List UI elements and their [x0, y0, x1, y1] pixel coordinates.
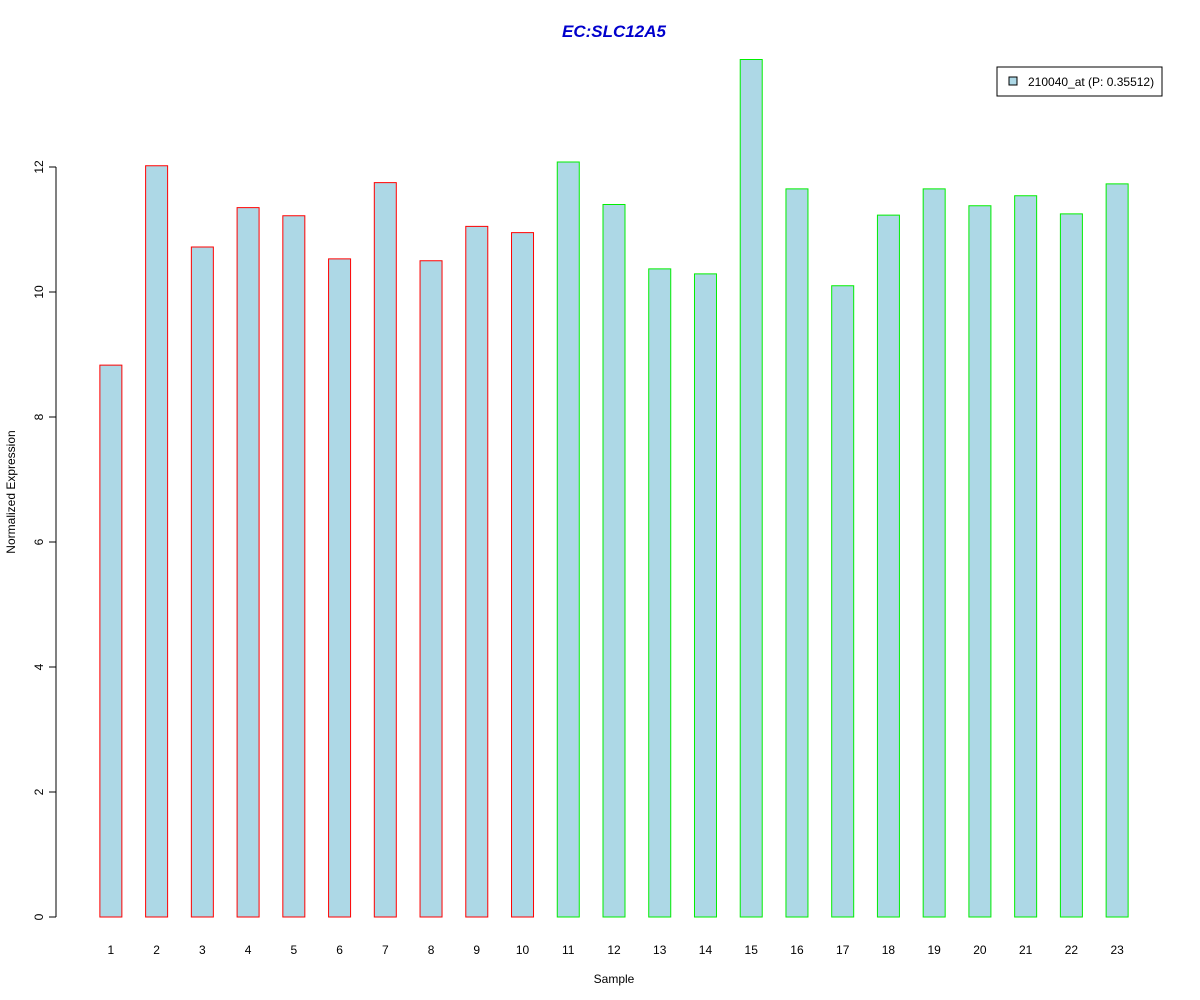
y-axis-label: Normalized Expression — [4, 430, 18, 553]
x-tick-label: 16 — [790, 943, 804, 957]
bar-sample-15 — [739, 59, 763, 918]
bar-sample-11 — [556, 161, 580, 918]
x-tick-label: 17 — [836, 943, 850, 957]
x-tick-label: 9 — [473, 943, 480, 957]
legend: 210040_at (P: 0.35512) — [996, 66, 1163, 97]
bar-sample-12 — [602, 204, 626, 918]
x-tick-label: 11 — [562, 943, 575, 957]
x-tick-label: 14 — [699, 943, 713, 957]
y-tick-label: 8 — [32, 413, 46, 420]
x-tick-label: 4 — [245, 943, 252, 957]
x-tick-label: 15 — [745, 943, 759, 957]
bar-sample-14 — [693, 273, 717, 918]
bar-sample-4 — [236, 207, 260, 918]
x-tick-label: 19 — [927, 943, 941, 957]
x-tick-label: 10 — [516, 943, 530, 957]
legend-box — [996, 66, 1163, 97]
x-tick-label: 12 — [607, 943, 621, 957]
y-tick-label: 4 — [32, 663, 46, 670]
x-tick-label: 23 — [1110, 943, 1124, 957]
bar-sample-9 — [465, 225, 489, 918]
y-axis: 0 2 4 6 8 10 12 — [32, 160, 57, 920]
bar-sample-20 — [968, 205, 992, 918]
x-tick-label: 13 — [653, 943, 667, 957]
x-tick-label: 6 — [336, 943, 343, 957]
bar-sample-21 — [1014, 195, 1038, 918]
legend-entry-label: 210040_at (P: 0.35512) — [1028, 75, 1154, 89]
x-tick-label: 1 — [108, 943, 115, 957]
bar-sample-7 — [373, 182, 397, 918]
y-tick-label: 6 — [32, 538, 46, 545]
x-axis-tick-labels: 1 2 3 4 5 6 7 8 9 10 11 12 13 14 15 16 17 18 19 20 21 22 23 — [108, 943, 1125, 957]
y-tick-label: 10 — [32, 285, 46, 299]
bar-sample-18 — [876, 214, 900, 918]
x-tick-label: 20 — [973, 943, 987, 957]
bar-sample-3 — [190, 246, 214, 918]
bar-sample-2 — [145, 165, 169, 918]
bar-sample-19 — [922, 188, 946, 918]
bar-sample-23 — [1105, 183, 1129, 918]
bar-sample-1 — [99, 364, 123, 918]
bar-sample-13 — [648, 268, 672, 918]
x-tick-label: 5 — [290, 943, 297, 957]
bar-sample-6 — [328, 258, 352, 918]
chart-title: EC:SLC12A5 — [562, 22, 666, 41]
x-tick-label: 18 — [882, 943, 896, 957]
x-tick-label: 3 — [199, 943, 206, 957]
bar-sample-16 — [785, 188, 809, 918]
x-tick-label: 7 — [382, 943, 389, 957]
y-tick-label: 0 — [32, 913, 46, 920]
y-tick-label: 2 — [32, 788, 46, 795]
bar-sample-10 — [511, 232, 535, 918]
x-tick-label: 21 — [1019, 943, 1033, 957]
bar-sample-5 — [282, 215, 306, 918]
bar-sample-8 — [419, 260, 443, 918]
x-tick-label: 22 — [1065, 943, 1079, 957]
x-axis-label: Sample — [594, 972, 635, 986]
x-tick-label: 8 — [428, 943, 435, 957]
bar-series — [99, 59, 1129, 918]
bar-sample-22 — [1059, 213, 1083, 918]
x-tick-label: 2 — [153, 943, 160, 957]
bar-sample-17 — [831, 285, 855, 918]
legend-swatch — [1008, 76, 1018, 86]
y-tick-label: 12 — [32, 160, 46, 174]
